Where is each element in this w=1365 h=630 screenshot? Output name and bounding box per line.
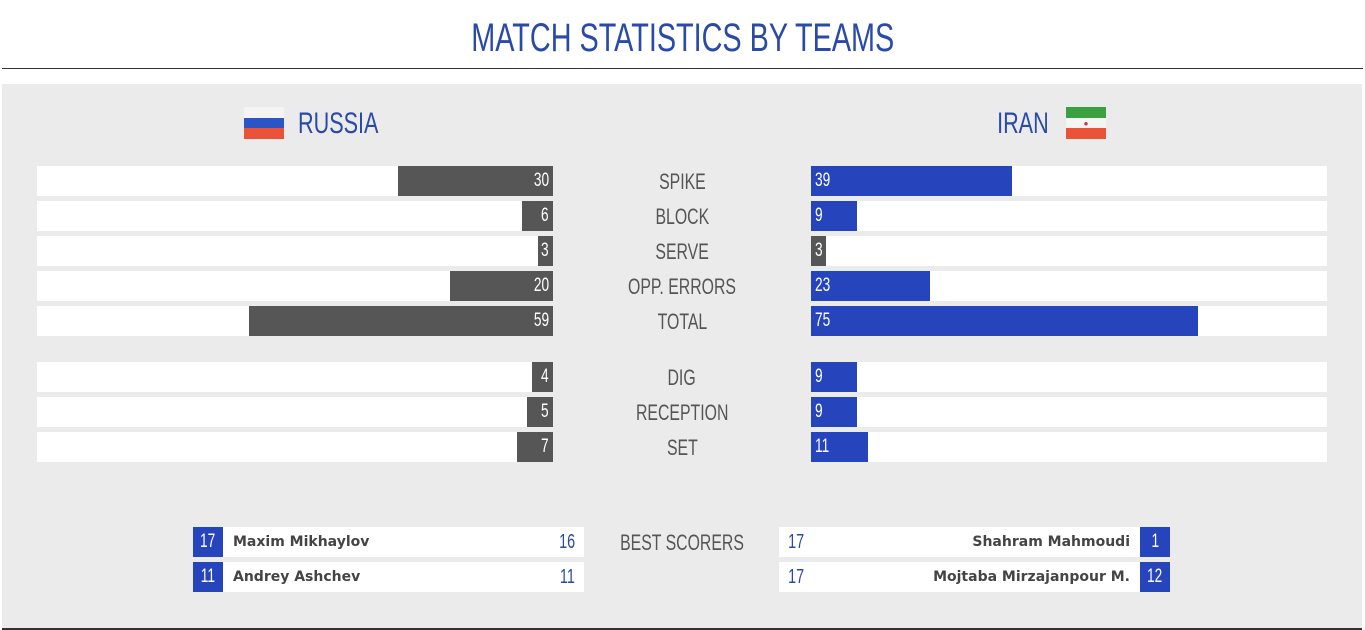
iran-flag-icon: ●	[1066, 107, 1106, 139]
stat-label: DIG	[667, 365, 697, 390]
stat-row: 3 SERVE 3	[0, 236, 1365, 266]
right-bar: 3	[811, 236, 827, 266]
left-bar: 20	[449, 271, 553, 301]
stat-label: SET	[666, 435, 698, 460]
stat-label: SERVE	[655, 239, 709, 264]
stat-row: 6 BLOCK 9	[0, 201, 1365, 231]
right-track: 9	[811, 201, 1327, 231]
right-bar: 11	[811, 432, 868, 462]
right-bar: 9	[811, 201, 858, 231]
left-track: 4	[37, 362, 553, 392]
stat-row: 5 RECEPTION 9	[0, 397, 1365, 427]
left-bar: 30	[398, 166, 553, 196]
left-bar: 59	[248, 306, 553, 336]
left-track: 30	[37, 166, 553, 196]
left-track: 5	[37, 397, 553, 427]
stat-label: TOTAL	[657, 309, 707, 334]
right-scorer-row: 17 Mojtaba Mirzajanpour M. 12	[779, 562, 1170, 592]
left-scorer-row: 11 Andrey Ashchev 11	[193, 562, 584, 592]
left-bar: 6	[522, 201, 553, 231]
stat-row: 7 SET 11	[0, 432, 1365, 462]
right-bar: 9	[811, 397, 858, 427]
right-track: 39	[811, 166, 1327, 196]
left-scorer-row: 17 Maxim Mikhaylov 16	[193, 527, 584, 557]
stat-row: 20 OPP. ERRORS 23	[0, 271, 1365, 301]
right-track: 9	[811, 362, 1327, 392]
left-bar: 4	[532, 362, 553, 392]
team-left-name: RUSSIA	[298, 107, 379, 140]
divider	[2, 68, 1363, 69]
right-track: 11	[811, 432, 1327, 462]
left-track: 6	[37, 201, 553, 231]
left-bar: 5	[527, 397, 553, 427]
stat-label: BLOCK	[655, 204, 709, 229]
best-scorers-label: BEST SCORERS	[620, 530, 744, 555]
russia-flag-icon	[244, 107, 284, 139]
stat-label: OPP. ERRORS	[627, 274, 736, 299]
team-right-name: IRAN	[997, 107, 1049, 140]
right-scorer-row: 17 Shahram Mahmoudi 1	[779, 527, 1170, 557]
left-bar: 3	[537, 236, 553, 266]
page-title: MATCH STATISTICS BY TEAMS	[470, 16, 894, 60]
right-bar: 39	[811, 166, 1013, 196]
right-bar: 75	[811, 306, 1198, 336]
right-bar: 9	[811, 362, 858, 392]
left-track: 20	[37, 271, 553, 301]
left-track: 7	[37, 432, 553, 462]
left-track: 59	[37, 306, 553, 336]
stat-row: 30 SPIKE 39	[0, 166, 1365, 196]
left-bar: 7	[516, 432, 553, 462]
stat-row: 59 TOTAL 75	[0, 306, 1365, 336]
stat-label: SPIKE	[658, 169, 706, 194]
stat-row: 4 DIG 9	[0, 362, 1365, 392]
left-track: 3	[37, 236, 553, 266]
right-track: 3	[811, 236, 1327, 266]
stat-label: RECEPTION	[635, 400, 729, 425]
right-bar: 23	[811, 271, 930, 301]
right-track: 9	[811, 397, 1327, 427]
right-track: 23	[811, 271, 1327, 301]
right-track: 75	[811, 306, 1327, 336]
